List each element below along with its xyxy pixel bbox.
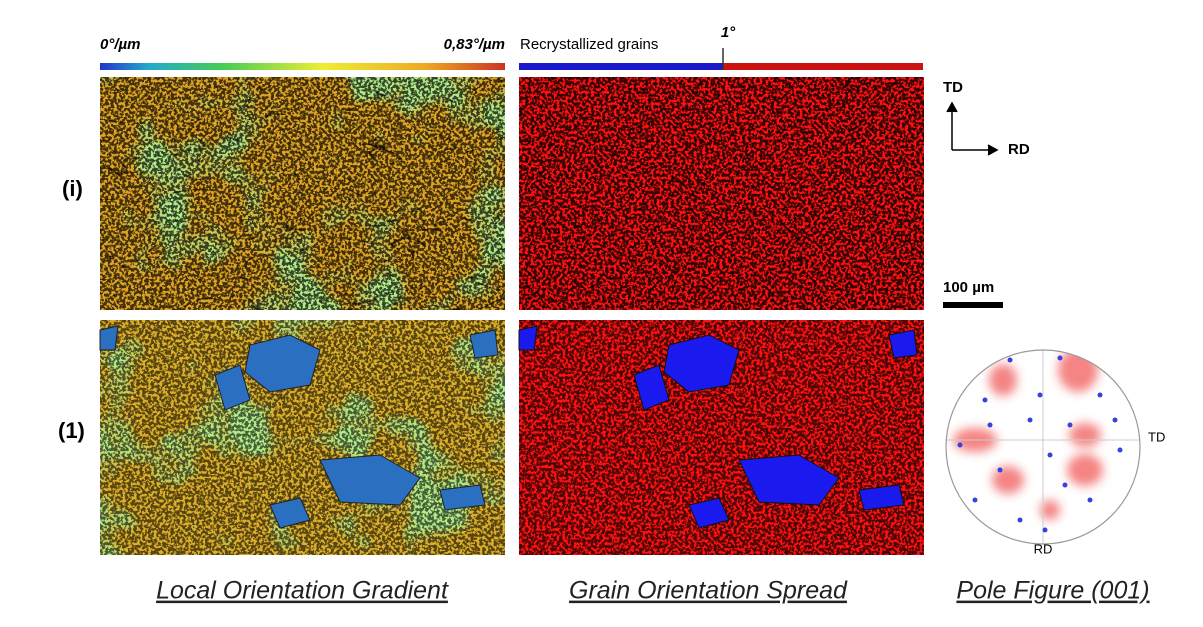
- row-label: (1): [58, 418, 85, 443]
- caption: Grain Orientation Spread: [569, 577, 848, 605]
- pf-rd: RD: [1034, 541, 1053, 556]
- colorbar-min: 0°/µm: [100, 36, 141, 53]
- axis-rd: RD: [1008, 141, 1030, 158]
- scale-bar-label: 100 µm: [943, 279, 994, 296]
- scale-bar: [943, 302, 1003, 308]
- figure: 0°/µm 0,83°/µm Recrystallized grains 1° …: [0, 0, 1203, 622]
- gos-bar-def: [723, 63, 923, 70]
- log-map-top: [100, 77, 505, 310]
- pf-td: TD: [1148, 429, 1165, 444]
- caption: Local Orientation Gradient: [156, 577, 449, 605]
- gos-map-bottom: [519, 320, 924, 555]
- pole-figure: [943, 347, 1143, 547]
- axes-arrows: [947, 103, 997, 155]
- log-map-bottom: [100, 320, 505, 555]
- gos-threshold: 1°: [721, 24, 736, 41]
- row-label: (i): [62, 176, 83, 201]
- gos-legend: Recrystallized grains: [520, 36, 658, 53]
- gos-map-top: [519, 77, 924, 310]
- axis-td: TD: [943, 79, 963, 96]
- caption: Pole Figure (001): [956, 577, 1149, 605]
- colorbar: [100, 63, 505, 70]
- colorbar-max: 0,83°/µm: [444, 36, 505, 53]
- gos-bar-rex: [519, 63, 723, 70]
